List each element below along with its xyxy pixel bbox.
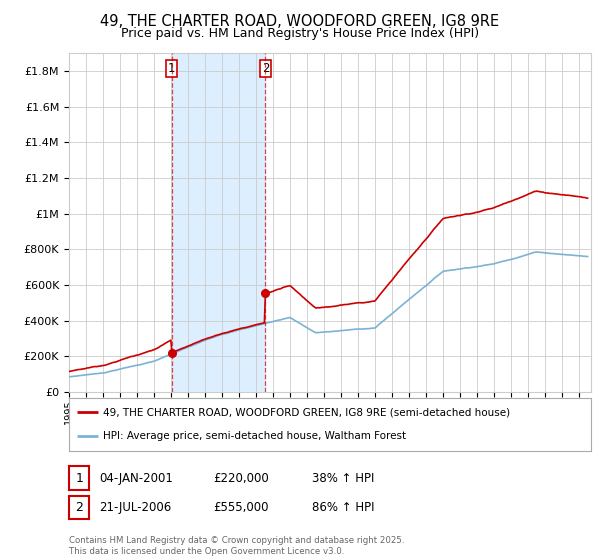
Text: £555,000: £555,000 bbox=[213, 501, 269, 514]
Text: 1: 1 bbox=[75, 472, 83, 485]
Text: 2: 2 bbox=[75, 501, 83, 514]
Text: 2: 2 bbox=[262, 62, 269, 75]
Text: 49, THE CHARTER ROAD, WOODFORD GREEN, IG8 9RE (semi-detached house): 49, THE CHARTER ROAD, WOODFORD GREEN, IG… bbox=[103, 408, 510, 418]
Text: HPI: Average price, semi-detached house, Waltham Forest: HPI: Average price, semi-detached house,… bbox=[103, 431, 406, 441]
Text: 21-JUL-2006: 21-JUL-2006 bbox=[99, 501, 171, 514]
Text: £220,000: £220,000 bbox=[213, 472, 269, 485]
Bar bbox=[172, 53, 265, 392]
Text: 49, THE CHARTER ROAD, WOODFORD GREEN, IG8 9RE: 49, THE CHARTER ROAD, WOODFORD GREEN, IG… bbox=[100, 14, 500, 29]
Text: 1: 1 bbox=[168, 62, 175, 75]
Text: Contains HM Land Registry data © Crown copyright and database right 2025.
This d: Contains HM Land Registry data © Crown c… bbox=[69, 536, 404, 556]
Text: Price paid vs. HM Land Registry's House Price Index (HPI): Price paid vs. HM Land Registry's House … bbox=[121, 27, 479, 40]
Text: 38% ↑ HPI: 38% ↑ HPI bbox=[312, 472, 374, 485]
Text: 04-JAN-2001: 04-JAN-2001 bbox=[99, 472, 173, 485]
Text: 86% ↑ HPI: 86% ↑ HPI bbox=[312, 501, 374, 514]
